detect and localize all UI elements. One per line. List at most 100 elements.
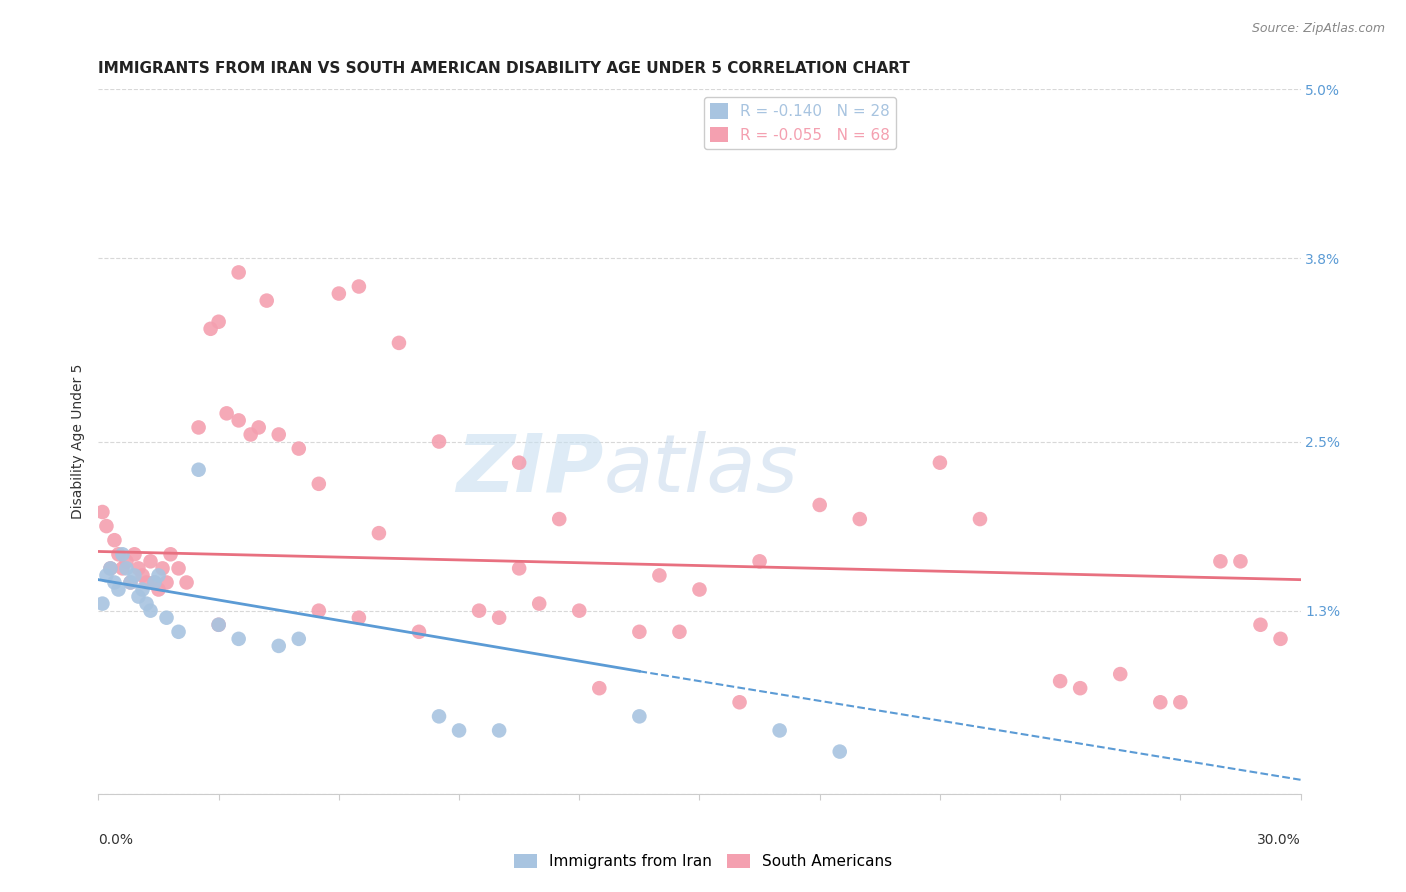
Point [1270,632,1292,646]
Point [267,639,290,653]
Point [427,709,450,723]
Point [728,695,751,709]
Point [347,610,370,624]
Point [143,575,166,590]
Point [91,597,114,611]
Point [124,568,146,582]
Point [128,590,150,604]
Text: atlas: atlas [603,431,799,508]
Point [288,442,311,456]
Point [508,456,530,470]
Point [1109,667,1132,681]
Point [668,624,690,639]
Point [208,315,231,329]
Legend: R = -0.140   N = 28, R = -0.055   N = 68: R = -0.140 N = 28, R = -0.055 N = 68 [703,97,896,149]
Point [247,420,270,434]
Legend: Immigrants from Iran, South Americans: Immigrants from Iran, South Americans [508,848,898,875]
Point [135,597,157,611]
Point [689,582,711,597]
Point [155,575,177,590]
Point [488,723,510,738]
Point [929,456,952,470]
Point [148,568,170,582]
Point [328,286,350,301]
Point [748,554,770,568]
Point [187,420,209,434]
Point [208,617,231,632]
Point [143,575,166,590]
Point [256,293,278,308]
Point [228,265,250,279]
Point [447,723,470,738]
Point [228,413,250,427]
Point [1209,554,1232,568]
Point [628,709,651,723]
Point [548,512,571,526]
Point [969,512,991,526]
Point [103,575,125,590]
Point [288,632,311,646]
Point [1250,617,1272,632]
Point [135,575,157,590]
Point [187,463,209,477]
Point [120,575,142,590]
Point [568,604,591,618]
Text: ZIP: ZIP [456,431,603,508]
Point [155,610,177,624]
Point [1170,695,1192,709]
Point [124,547,146,561]
Point [115,561,138,575]
Point [308,604,330,618]
Point [808,498,831,512]
Text: 0.0%: 0.0% [98,832,134,847]
Point [208,617,231,632]
Point [107,582,129,597]
Point [131,568,153,582]
Text: 30.0%: 30.0% [1257,832,1301,847]
Point [115,554,138,568]
Point [159,547,181,561]
Point [100,561,122,575]
Point [468,604,491,618]
Point [239,427,262,442]
Point [1049,674,1071,689]
Point [111,561,134,575]
Point [828,745,851,759]
Point [131,582,153,597]
Point [176,575,198,590]
Point [849,512,872,526]
Point [648,568,671,582]
Point [167,624,190,639]
Point [1229,554,1251,568]
Point [408,624,430,639]
Point [139,554,162,568]
Point [388,335,411,350]
Point [1149,695,1171,709]
Point [267,427,290,442]
Point [508,561,530,575]
Point [427,434,450,449]
Text: Source: ZipAtlas.com: Source: ZipAtlas.com [1251,22,1385,36]
Point [96,568,118,582]
Point [103,533,125,548]
Point [228,632,250,646]
Point [152,561,174,575]
Point [91,505,114,519]
Point [96,519,118,533]
Point [308,476,330,491]
Point [128,561,150,575]
Point [347,279,370,293]
Point [200,322,222,336]
Point [167,561,190,575]
Point [107,547,129,561]
Y-axis label: Disability Age Under 5: Disability Age Under 5 [70,364,84,519]
Point [120,575,142,590]
Point [111,547,134,561]
Point [529,597,551,611]
Point [769,723,792,738]
Point [588,681,610,696]
Point [148,582,170,597]
Point [368,526,391,541]
Point [215,406,238,420]
Text: IMMIGRANTS FROM IRAN VS SOUTH AMERICAN DISABILITY AGE UNDER 5 CORRELATION CHART: IMMIGRANTS FROM IRAN VS SOUTH AMERICAN D… [98,61,910,76]
